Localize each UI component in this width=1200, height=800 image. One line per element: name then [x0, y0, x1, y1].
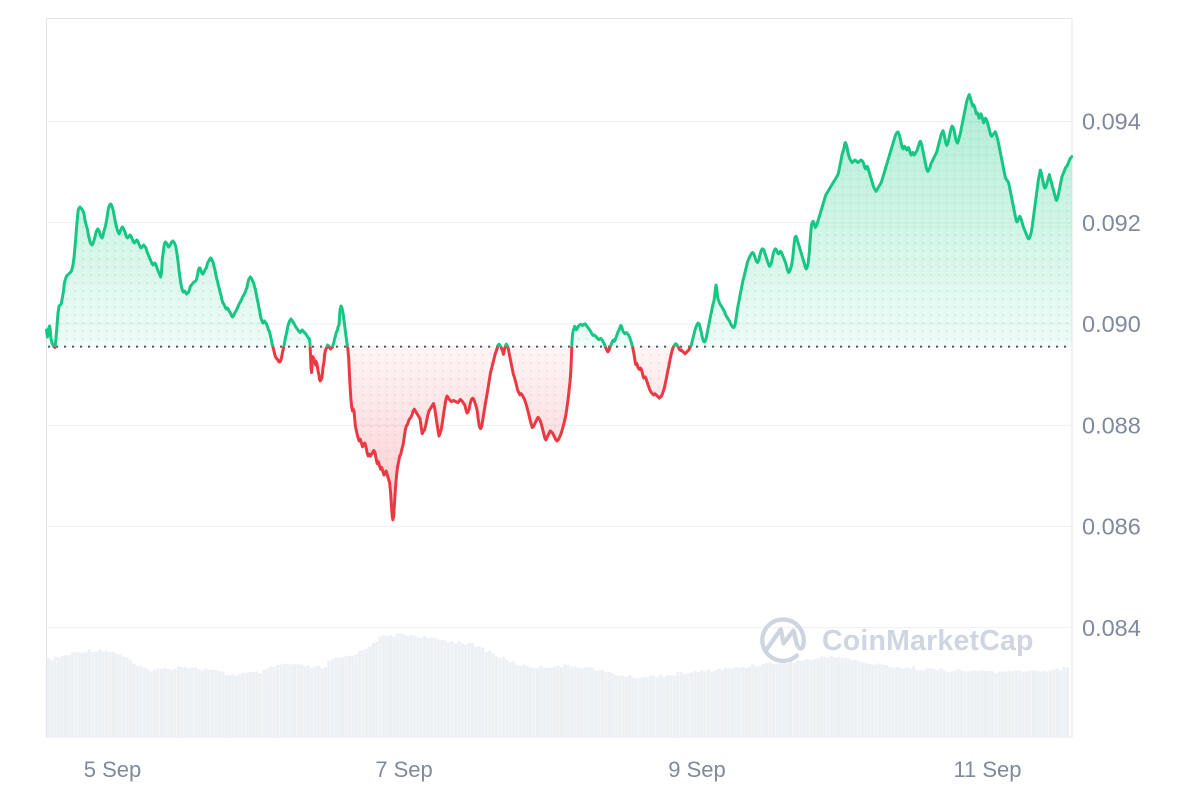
svg-text:11 Sep: 11 Sep — [953, 757, 1021, 782]
svg-text:0.092: 0.092 — [1082, 210, 1141, 236]
svg-text:0.084: 0.084 — [1082, 615, 1141, 641]
svg-text:7 Sep: 7 Sep — [375, 757, 433, 782]
svg-text:0.090: 0.090 — [1082, 311, 1141, 337]
svg-text:0.086: 0.086 — [1082, 514, 1141, 540]
svg-text:5 Sep: 5 Sep — [84, 757, 142, 782]
svg-text:0.094: 0.094 — [1082, 109, 1141, 135]
svg-text:CoinMarketCap: CoinMarketCap — [822, 625, 1034, 657]
svg-text:9 Sep: 9 Sep — [668, 757, 726, 782]
svg-text:0.088: 0.088 — [1082, 412, 1141, 438]
